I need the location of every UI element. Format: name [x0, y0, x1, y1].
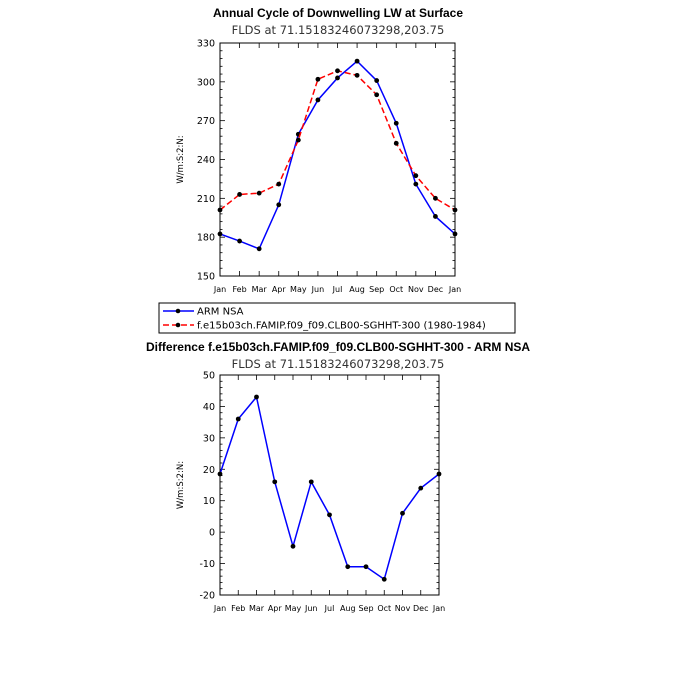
- x-tick-label: Nov: [395, 604, 411, 613]
- chart-1-title: Annual Cycle of Downwelling LW at Surfac…: [213, 6, 463, 20]
- y-axis-label: W/m:S:2:N:: [176, 461, 186, 509]
- data-point: [254, 394, 259, 400]
- y-tick-label: 10: [203, 496, 215, 507]
- data-point: [452, 207, 458, 213]
- data-point: [237, 238, 242, 244]
- data-point: [256, 246, 262, 252]
- data-point: [354, 58, 360, 64]
- data-point: [295, 137, 301, 143]
- x-tick-label: Aug: [349, 285, 365, 294]
- legend-label-model: f.e15b03ch.FAMIP.f09_f09.CLB00-SGHHT-300…: [197, 321, 486, 332]
- x-tick-label: May: [290, 285, 307, 294]
- y-tick-label: -20: [199, 591, 215, 602]
- y-tick-label: 180: [197, 233, 215, 244]
- data-point: [374, 78, 380, 83]
- x-tick-label: Apr: [272, 285, 287, 294]
- data-point: [363, 564, 369, 570]
- legend-label-arm-nsa: ARM NSA: [197, 307, 244, 318]
- legend: ARM NSA f.e15b03ch.FAMIP.f09_f09.CLB00-S…: [158, 302, 516, 334]
- y-tick-label: 240: [197, 155, 215, 166]
- y-tick-label: 210: [197, 194, 215, 205]
- x-tick-label: Apr: [268, 604, 283, 613]
- x-tick-label: Jan: [448, 285, 461, 294]
- y-tick-label: 40: [203, 402, 215, 413]
- legend-box: [158, 302, 516, 334]
- legend-marker-model: [175, 322, 181, 328]
- x-tick-label: Oct: [377, 604, 391, 613]
- data-point: [335, 68, 340, 74]
- chart-1-panel: 150 180 210 240 270 300 330 Jan Feb Mar Apr May Jun J…: [176, 39, 461, 295]
- data-point: [272, 479, 278, 485]
- data-point: [315, 76, 321, 82]
- data-point: [315, 97, 321, 103]
- data-point: [413, 173, 419, 179]
- legend-marker-arm-nsa: [175, 308, 181, 314]
- data-point: [400, 510, 405, 516]
- chart-2-title: Difference f.e15b03ch.FAMIP.f09_f09.CLB0…: [146, 340, 530, 354]
- series-line-f-e15b03ch-famip-f09-f09-clb00-sghht-300-1980-1984: [219, 70, 456, 211]
- data-point: [308, 479, 314, 485]
- data-point: [433, 214, 438, 219]
- series-line-arm-nsa: [219, 60, 456, 250]
- x-tick-label: Jun: [311, 285, 325, 294]
- x-tick-label: Sep: [358, 604, 373, 613]
- x-tick-label: Jan: [213, 604, 226, 613]
- y-tick-label: 300: [197, 77, 215, 88]
- data-point: [276, 202, 282, 208]
- x-tick-label: Mar: [249, 604, 265, 613]
- data-point: [217, 207, 223, 213]
- x-tick-label: Jul: [332, 285, 343, 294]
- y-tick-label: 330: [197, 39, 215, 50]
- x-tick-label: May: [285, 604, 302, 613]
- x-tick-label: Oct: [389, 285, 403, 294]
- plot-frame: [219, 374, 440, 596]
- x-tick-label: Jun: [304, 604, 318, 613]
- data-point: [433, 195, 438, 201]
- data-point: [393, 120, 399, 126]
- chart-2-subtitle: FLDS at 71.15183246073298,203.75: [232, 357, 445, 371]
- data-point: [327, 512, 332, 518]
- series-line-difference: [219, 395, 440, 581]
- y-axis-label: W/m:S:2:N:: [176, 135, 186, 183]
- data-point: [374, 92, 380, 98]
- x-tick-label: Jan: [432, 604, 445, 613]
- data-point: [256, 190, 262, 196]
- data-point: [452, 231, 458, 237]
- data-point: [418, 485, 424, 491]
- y-tick-label: 270: [197, 116, 215, 127]
- y-tick-label: -10: [199, 559, 215, 570]
- y-tick-label: 20: [203, 465, 215, 476]
- x-tick-label: Dec: [428, 285, 443, 294]
- data-point: [217, 471, 223, 477]
- y-tick-label: 0: [209, 528, 215, 539]
- x-tick-label: Jul: [324, 604, 335, 613]
- data-point: [354, 72, 360, 78]
- data-point: [345, 564, 351, 570]
- x-tick-label: Mar: [252, 285, 268, 294]
- x-tick-label: Nov: [408, 285, 424, 294]
- x-tick-label: Sep: [369, 285, 384, 294]
- x-tick-label: Aug: [340, 604, 356, 613]
- chart-2-panel: -20 -10 0 10 20 30 40 50 Jan Feb Mar Apr May Jun Jul Au…: [176, 371, 445, 614]
- y-tick-label: 150: [197, 272, 215, 283]
- data-point: [237, 192, 242, 197]
- data-point: [290, 543, 296, 549]
- x-tick-label: Dec: [413, 604, 428, 613]
- chart-1-subtitle: FLDS at 71.15183246073298,203.75: [232, 23, 445, 37]
- data-point: [393, 140, 399, 146]
- data-point: [381, 576, 387, 582]
- data-point: [217, 231, 223, 237]
- data-point: [413, 181, 419, 187]
- data-point: [335, 75, 340, 81]
- data-point: [235, 416, 241, 422]
- x-tick-label: Jan: [213, 285, 226, 294]
- data-point: [276, 181, 282, 187]
- y-tick-label: 50: [203, 371, 215, 382]
- x-tick-label: Feb: [232, 285, 246, 294]
- y-tick-label: 30: [203, 433, 215, 444]
- data-point: [436, 471, 442, 477]
- x-tick-label: Feb: [231, 604, 245, 613]
